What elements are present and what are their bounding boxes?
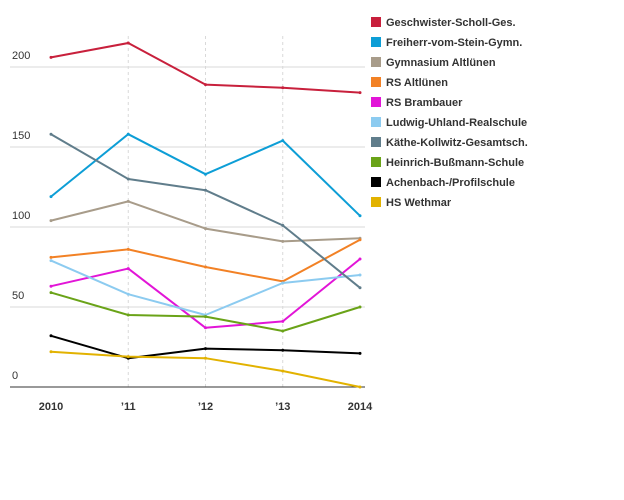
data-point[interactable] (358, 305, 362, 309)
data-point[interactable] (281, 369, 285, 373)
legend-swatch (371, 77, 381, 87)
grid-lines (10, 36, 365, 388)
data-point[interactable] (358, 214, 362, 218)
data-point[interactable] (49, 55, 53, 59)
plot-area (49, 41, 362, 389)
data-point[interactable] (204, 265, 207, 269)
legend-swatch (371, 117, 381, 127)
data-point[interactable] (126, 132, 130, 136)
data-point[interactable] (49, 132, 53, 136)
legend-label[interactable]: Geschwister-Scholl-Ges. (386, 17, 516, 29)
legend-label[interactable]: Heinrich-Bußmann-Schule (386, 157, 524, 169)
data-point[interactable] (126, 313, 130, 317)
legend-label[interactable]: Freiherr-vom-Stein-Gymn. (386, 37, 522, 49)
legend-label[interactable]: HS Wethmar (386, 197, 452, 209)
data-point[interactable] (358, 273, 362, 277)
data-point[interactable] (126, 267, 130, 271)
y-tick-label: 50 (12, 290, 24, 302)
data-point[interactable] (126, 41, 130, 45)
x-tick-label: 2010 (39, 401, 63, 413)
y-tick-label: 200 (12, 50, 30, 62)
data-point[interactable] (49, 334, 53, 338)
data-point[interactable] (281, 239, 285, 243)
data-point[interactable] (281, 139, 285, 143)
data-point[interactable] (126, 199, 130, 203)
data-point[interactable] (204, 172, 207, 176)
legend-swatch (371, 17, 381, 27)
legend-swatch (371, 97, 381, 107)
data-point[interactable] (358, 385, 362, 389)
legend: Geschwister-Scholl-Ges. Freiherr-vom-Stei… (371, 17, 528, 209)
legend-swatch (371, 157, 381, 167)
legend-swatch (371, 37, 381, 47)
x-tick-label: 2014 (348, 401, 373, 413)
data-point[interactable] (49, 284, 53, 288)
legend-swatch (371, 177, 381, 187)
data-point[interactable] (204, 188, 207, 192)
legend-swatch (371, 137, 381, 147)
data-point[interactable] (126, 177, 130, 181)
y-tick-label: 0 (12, 370, 18, 382)
data-point[interactable] (281, 281, 285, 285)
y-axis: 0 50 100 150 200 (12, 50, 30, 382)
data-point[interactable] (204, 326, 207, 330)
legend-label[interactable]: RS Altlünen (386, 77, 448, 89)
legend-label[interactable]: Ludwig-Uhland-Realschule (386, 117, 527, 129)
legend-label[interactable]: Achenbach-/Profilschule (386, 177, 515, 189)
data-point[interactable] (281, 223, 285, 227)
data-point[interactable] (204, 356, 207, 360)
data-point[interactable] (358, 286, 362, 290)
legend-swatch (371, 57, 381, 67)
legend-swatch (371, 197, 381, 207)
data-point[interactable] (49, 219, 53, 223)
legend-label[interactable]: Gymnasium Altlünen (386, 57, 496, 69)
data-point[interactable] (49, 195, 53, 199)
data-point[interactable] (126, 355, 130, 359)
data-point[interactable] (358, 238, 362, 242)
x-tick-label: ’11 (121, 401, 136, 413)
data-point[interactable] (204, 315, 207, 319)
data-point[interactable] (49, 259, 53, 263)
data-point[interactable] (358, 351, 362, 355)
data-point[interactable] (204, 227, 207, 231)
data-point[interactable] (281, 86, 285, 90)
legend-label[interactable]: RS Brambauer (386, 97, 463, 109)
data-point[interactable] (126, 292, 130, 296)
y-tick-label: 100 (12, 210, 30, 222)
x-axis: 2010 ’11 ’12 ’13 2014 (10, 386, 373, 413)
legend-label[interactable]: Käthe-Kollwitz-Gesamtsch. (386, 137, 528, 149)
x-tick-label: ’12 (198, 401, 213, 413)
data-point[interactable] (281, 348, 285, 352)
data-point[interactable] (358, 91, 362, 95)
data-point[interactable] (49, 291, 53, 295)
data-point[interactable] (204, 83, 207, 87)
y-tick-label: 150 (12, 130, 30, 142)
data-point[interactable] (281, 319, 285, 323)
data-point[interactable] (358, 257, 362, 261)
data-point[interactable] (204, 347, 207, 351)
data-point[interactable] (126, 247, 130, 251)
data-point[interactable] (49, 350, 53, 354)
x-tick-label: ’13 (275, 401, 290, 413)
data-point[interactable] (281, 329, 285, 333)
data-point[interactable] (49, 255, 53, 259)
